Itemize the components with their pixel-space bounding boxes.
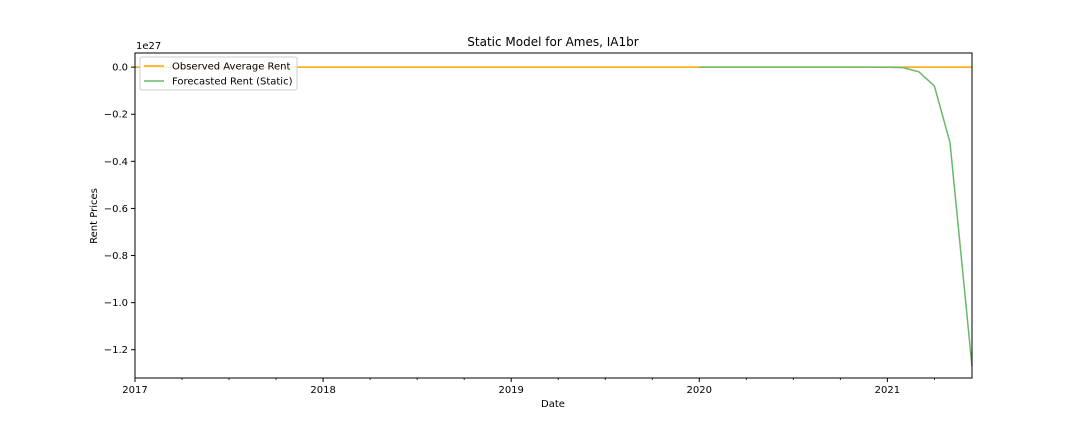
series-line-2 <box>699 66 973 367</box>
y-tick-label: −1.0 <box>104 298 128 309</box>
x-tick-label: 2020 <box>687 385 712 396</box>
y-tick-label: −0.2 <box>104 110 128 121</box>
y-tick-label: −0.6 <box>104 204 128 215</box>
ticks-layer: 2017 2018 2019 2020 2021 0.0 −0.2 −0.4 −0.6 −0.8 −… <box>104 63 935 396</box>
y-tick-label: 0.0 <box>112 63 128 74</box>
series-layer <box>135 66 973 367</box>
x-axis-label: Date <box>541 399 565 410</box>
x-tick-label: 2021 <box>875 385 900 396</box>
legend: Observed Average Rent Forecasted Rent (St… <box>139 56 298 91</box>
legend-label: Forecasted Rent (Static) <box>172 77 293 88</box>
y-tick-label: −1.2 <box>104 345 128 356</box>
legend-box <box>139 56 298 91</box>
y-tick-label: −0.4 <box>104 157 128 168</box>
x-tick-label: 2017 <box>122 385 147 396</box>
plot-area-frame <box>134 52 973 379</box>
x-tick-label: 2018 <box>310 385 335 396</box>
y-tick-label: −0.8 <box>104 251 128 262</box>
chart-title: Static Model for Ames, IA1br <box>467 35 638 49</box>
y-axis-label: Rent Prices <box>89 188 100 244</box>
legend-label: Observed Average Rent <box>172 62 291 73</box>
y-axis-offset-label: 1e27 <box>136 41 161 52</box>
x-tick-label: 2019 <box>498 385 523 396</box>
